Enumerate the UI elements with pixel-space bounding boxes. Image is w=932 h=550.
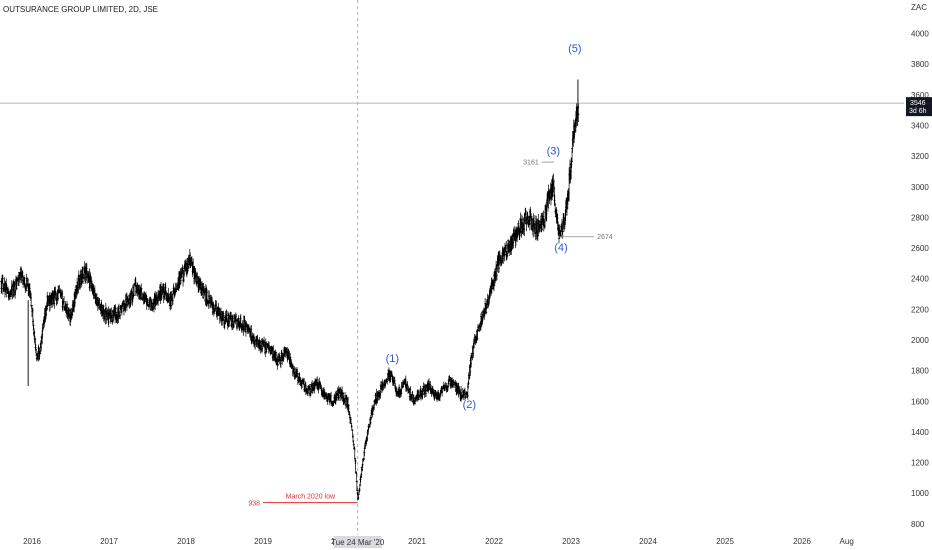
crosshair-lines bbox=[0, 0, 904, 535]
chart-title: OUTSURANCE GROUP LIMITED, 2D, JSE bbox=[3, 5, 158, 14]
currency-label: ZAC bbox=[911, 3, 927, 12]
price-bars bbox=[0, 79, 580, 501]
